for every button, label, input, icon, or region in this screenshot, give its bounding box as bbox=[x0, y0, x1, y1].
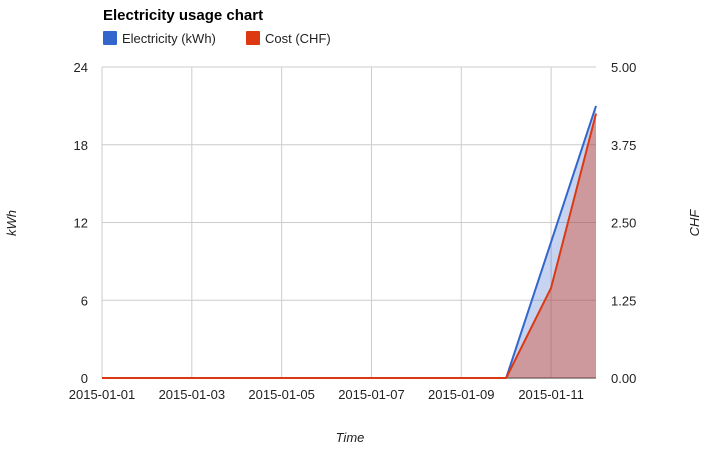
y-axis-left-title: kWh bbox=[4, 210, 19, 236]
y-right-tick-label: 1.25 bbox=[611, 293, 636, 308]
legend-label-electricity: Electricity (kWh) bbox=[122, 31, 216, 46]
line-cost bbox=[102, 113, 597, 379]
x-tick-label: 2015-01-03 bbox=[159, 387, 226, 402]
chart-title: Electricity usage chart bbox=[103, 7, 263, 24]
x-tick-label: 2015-01-09 bbox=[428, 387, 495, 402]
legend: Electricity (kWh) Cost (CHF) bbox=[103, 31, 331, 46]
y-right-tick-label: 3.75 bbox=[611, 138, 636, 153]
legend-swatch-electricity bbox=[103, 31, 117, 45]
x-tick-label: 2015-01-07 bbox=[338, 387, 405, 402]
y-axis-right-title: CHF bbox=[687, 209, 702, 237]
legend-item-electricity[interactable]: Electricity (kWh) bbox=[103, 31, 216, 46]
y-left-tick-label: 12 bbox=[74, 216, 88, 231]
y-right-tick-label: 2.50 bbox=[611, 216, 636, 231]
x-tick-label: 2015-01-05 bbox=[248, 387, 315, 402]
series-areas bbox=[102, 105, 596, 379]
area-electricity bbox=[102, 105, 596, 378]
y-left-tick-label: 6 bbox=[81, 293, 88, 308]
x-tick-label: 2015-01-11 bbox=[518, 387, 584, 402]
series-lines bbox=[102, 105, 597, 379]
x-axis-title: Time bbox=[336, 430, 365, 445]
legend-swatch-cost bbox=[246, 31, 260, 45]
y-left-tick-label: 24 bbox=[74, 60, 88, 75]
y-right-tick-label: 0.00 bbox=[611, 371, 636, 386]
y-left-tick-label: 0 bbox=[81, 371, 88, 386]
area-cost bbox=[102, 113, 596, 379]
axis-ticks: 0 0.00 6 1.25 12 2.50 18 3.75 24 5.00 2015-01-01 20… bbox=[69, 60, 637, 402]
y-left-tick-label: 18 bbox=[74, 138, 88, 153]
x-tick-label: 2015-01-01 bbox=[69, 387, 136, 402]
y-right-tick-label: 5.00 bbox=[611, 60, 636, 75]
legend-item-cost[interactable]: Cost (CHF) bbox=[246, 31, 331, 46]
legend-label-cost: Cost (CHF) bbox=[265, 31, 331, 46]
